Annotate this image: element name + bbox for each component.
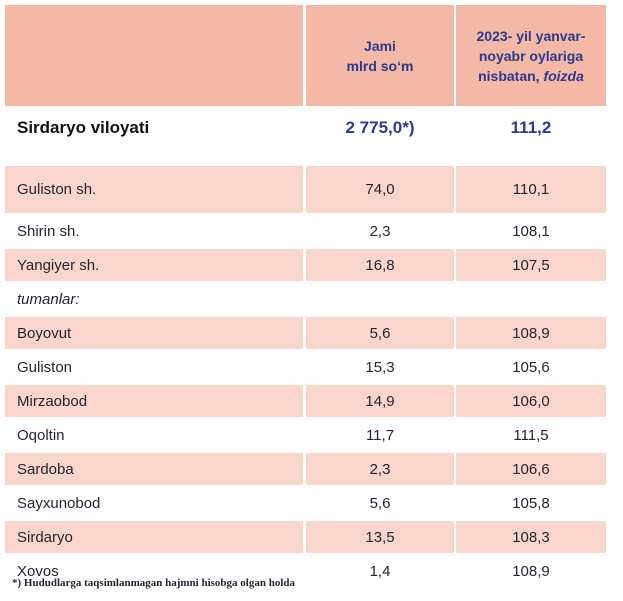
data-table: Jami mlrd so‘m 2023- yil yanvar- noyabr … — [5, 5, 606, 587]
section-label-row: tumanlar: — [5, 283, 606, 315]
row-value: 74,0 — [306, 166, 454, 213]
header-total-column: Jami mlrd so‘m — [306, 5, 454, 106]
row-value: 5,6 — [369, 494, 391, 512]
table-row: Guliston sh. 74,0 110,1 — [5, 166, 606, 213]
row-value: 11,7 — [365, 426, 395, 444]
row-name: Sayxunobod — [17, 494, 101, 512]
row-name: Sirdaryo — [5, 521, 303, 553]
header-total-line1: Jami — [364, 37, 396, 54]
row-percent: 108,1 — [512, 222, 550, 240]
header-percent-column: 2023- yil yanvar- noyabr oylariga nisbat… — [456, 5, 606, 106]
header-empty-cell — [5, 5, 303, 106]
table-row: Sayxunobod 5,6 105,8 — [5, 487, 606, 519]
table-row-total: Sirdaryo viloyati 2 775,0*) 111,2 — [5, 106, 606, 150]
row-value: 5,6 — [306, 317, 454, 349]
region-percent: 111,2 — [510, 118, 552, 137]
row-value: 13,5 — [306, 521, 454, 553]
row-percent: 106,6 — [456, 453, 606, 485]
row-name: Yangiyer sh. — [5, 249, 303, 281]
row-value: 2,3 — [306, 453, 454, 485]
row-percent: 105,6 — [512, 358, 550, 376]
row-value: 2,3 — [369, 222, 391, 240]
row-percent: 108,9 — [456, 317, 606, 349]
table-row: Shirin sh. 2,3 108,1 — [5, 215, 606, 247]
row-name: Shirin sh. — [17, 222, 80, 240]
row-percent: 111,5 — [513, 426, 549, 444]
header-percent-prefix: nisbatan, — [478, 67, 544, 84]
table-row: Xovos 1,4 108,9 — [5, 555, 606, 587]
row-percent: 108,3 — [456, 521, 606, 553]
footnote: *) Hududlarga taqsimlanmagan hajmni hiso… — [12, 577, 296, 589]
region-value: 2 775,0*) — [345, 118, 415, 137]
row-percent: 105,8 — [512, 494, 550, 512]
header-total-line2: mlrd so‘m — [346, 57, 414, 74]
row-name: Mirzaobod — [5, 385, 303, 417]
header-percent-line2: noyabr oylariga — [478, 47, 584, 64]
row-name: Guliston — [17, 358, 73, 376]
row-name: Sardoba — [5, 453, 303, 485]
table-row: Yangiyer sh. 16,8 107,5 — [5, 249, 606, 281]
table-row: Sirdaryo 13,5 108,3 — [5, 521, 606, 553]
table-row: Sardoba 2,3 106,6 — [5, 453, 606, 485]
row-value: 16,8 — [306, 249, 454, 281]
table-row: Mirzaobod 14,9 106,0 — [5, 385, 606, 417]
row-name: Boyovut — [5, 317, 303, 349]
row-value: 14,9 — [306, 385, 454, 417]
row-percent: 110,1 — [456, 166, 606, 213]
header-percent-line3: nisbatan, foizda — [478, 66, 584, 86]
row-percent: 107,5 — [456, 249, 606, 281]
row-name: Xovos — [17, 562, 59, 580]
table-row: Boyovut 5,6 108,9 — [5, 317, 606, 349]
region-name: Sirdaryo viloyati — [17, 118, 150, 137]
row-value: 1,4 — [369, 562, 391, 580]
header-percent-italic: foizda — [543, 67, 584, 84]
table-header: Jami mlrd so‘m 2023- yil yanvar- noyabr … — [5, 5, 606, 106]
header-percent-line1: 2023- yil yanvar- — [476, 27, 586, 44]
row-percent: 106,0 — [456, 385, 606, 417]
section-label: tumanlar: — [17, 290, 80, 308]
row-percent: 108,9 — [512, 562, 550, 580]
row-value: 15,3 — [365, 358, 395, 376]
row-name: Oqoltin — [17, 426, 65, 444]
table-row: Guliston 15,3 105,6 — [5, 351, 606, 383]
table-row: Oqoltin 11,7 111,5 — [5, 419, 606, 451]
row-name: Guliston sh. — [5, 166, 303, 213]
